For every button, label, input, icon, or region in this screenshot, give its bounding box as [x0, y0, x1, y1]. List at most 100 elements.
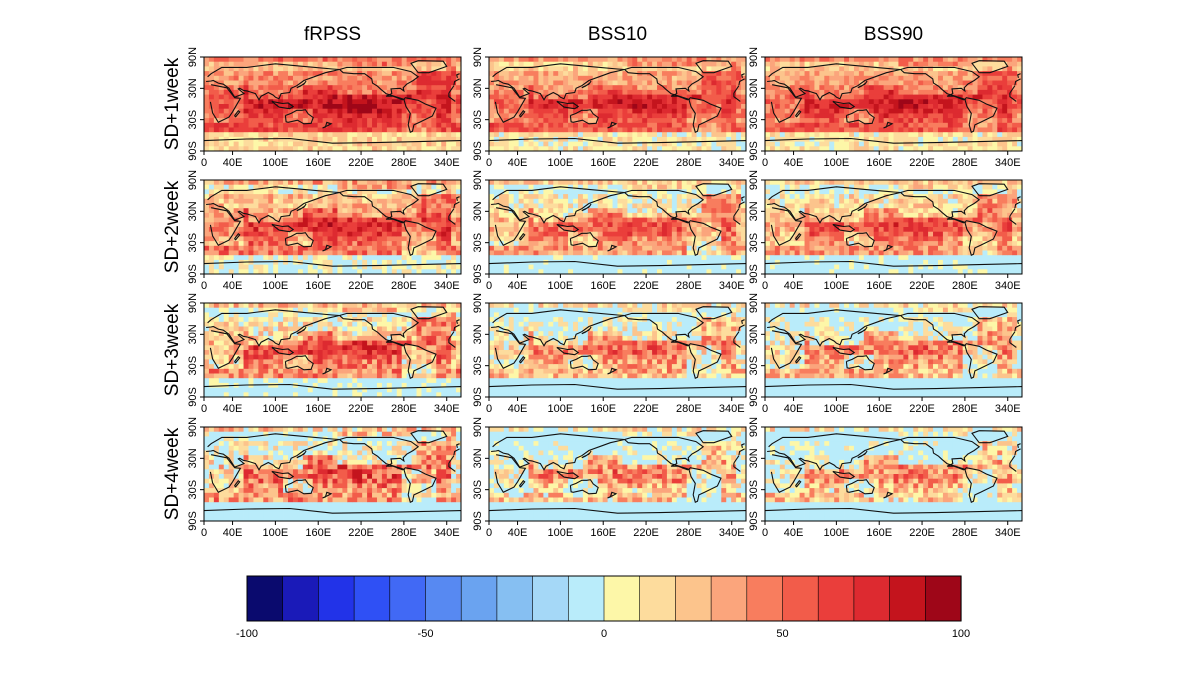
score-cell: [696, 136, 702, 142]
score-cell: [553, 99, 559, 105]
score-cell: [513, 231, 520, 237]
score-cell: [691, 146, 697, 151]
score-cell: [451, 146, 457, 151]
score-cell: [784, 108, 791, 114]
score-cell: [332, 136, 338, 142]
score-cell: [263, 198, 269, 204]
score-cell: [918, 66, 924, 72]
score-cell: [607, 208, 613, 214]
score-cell: [913, 104, 919, 110]
score-cell: [503, 203, 510, 209]
score-cell: [421, 61, 427, 67]
score-cell: [794, 89, 800, 95]
score-cell: [657, 108, 663, 114]
score-cell: [967, 94, 973, 100]
score-cell: [947, 108, 954, 114]
score-cell: [834, 104, 840, 110]
score-cell: [933, 94, 939, 100]
score-cell: [518, 231, 524, 237]
score-cell: [446, 146, 452, 151]
score-cell: [726, 108, 732, 114]
score-cell: [568, 127, 574, 133]
score-cell: [297, 227, 304, 233]
score-cell: [332, 222, 338, 228]
score-cell: [263, 264, 269, 270]
score-cell: [928, 136, 934, 142]
score-cell: [987, 89, 993, 95]
score-cell: [809, 104, 815, 110]
score-cell: [898, 94, 904, 100]
score-cell: [218, 57, 225, 63]
score-cell: [416, 194, 422, 200]
score-cell: [317, 132, 324, 138]
score-cell: [327, 227, 333, 233]
score-cell: [824, 71, 830, 77]
score-cell: [543, 236, 549, 242]
score-cell: [711, 57, 717, 63]
score-cell: [431, 236, 437, 242]
score-cell: [908, 122, 914, 128]
score-cell: [844, 80, 850, 86]
score-cell: [381, 99, 388, 105]
score-cell: [844, 104, 850, 110]
score-cell: [213, 198, 220, 204]
score-cell: [401, 194, 408, 200]
score-cell: [681, 104, 688, 110]
score-cell: [617, 94, 623, 100]
score-cell: [327, 113, 333, 119]
score-cell: [268, 189, 274, 195]
score-cell: [416, 132, 422, 138]
score-cell: [893, 99, 899, 105]
score-cell: [337, 57, 343, 63]
score-cell: [543, 208, 549, 214]
score-cell: [489, 122, 495, 128]
score-cell: [1017, 57, 1022, 63]
score-cell: [297, 245, 304, 251]
score-cell: [533, 236, 539, 242]
score-cell: [597, 85, 604, 91]
score-cell: [726, 94, 732, 100]
score-cell: [493, 231, 500, 237]
score-cell: [834, 146, 840, 151]
score-cell: [538, 122, 544, 128]
score-cell: [228, 245, 235, 251]
score-cell: [711, 141, 717, 147]
score-cell: [617, 255, 623, 261]
score-cell: [543, 264, 549, 270]
score-cell: [292, 94, 299, 100]
score-cell: [908, 104, 914, 110]
score-cell: [268, 80, 274, 86]
score-cell: [558, 85, 564, 91]
score-cell: [406, 184, 412, 190]
score-cell: [543, 57, 549, 63]
score-cell: [933, 118, 939, 124]
score-cell: [548, 136, 554, 142]
score-cell: [337, 99, 343, 105]
score-cell: [411, 61, 417, 67]
score-cell: [642, 99, 648, 105]
score-cell: [1007, 104, 1013, 110]
score-cell: [381, 113, 388, 119]
score-cell: [701, 61, 707, 67]
score-cell: [726, 127, 732, 133]
score-cell: [809, 61, 815, 67]
score-cell: [391, 61, 398, 67]
y-tick-label: 30S: [187, 233, 199, 253]
score-cell: [204, 264, 210, 270]
score-cell: [218, 141, 225, 147]
score-cell: [972, 66, 978, 72]
score-cell: [691, 132, 697, 138]
score-cell: [799, 104, 805, 110]
score-cell: [431, 66, 437, 72]
score-cell: [538, 132, 544, 138]
score-cell: [372, 217, 378, 223]
score-cell: [597, 146, 604, 151]
score-cell: [367, 250, 373, 256]
score-cell: [278, 194, 284, 200]
score-cell: [362, 104, 368, 110]
score-cell: [873, 132, 880, 138]
score-cell: [652, 227, 658, 233]
score-cell: [1017, 75, 1022, 81]
score-cell: [553, 231, 559, 237]
score-cell: [372, 99, 378, 105]
